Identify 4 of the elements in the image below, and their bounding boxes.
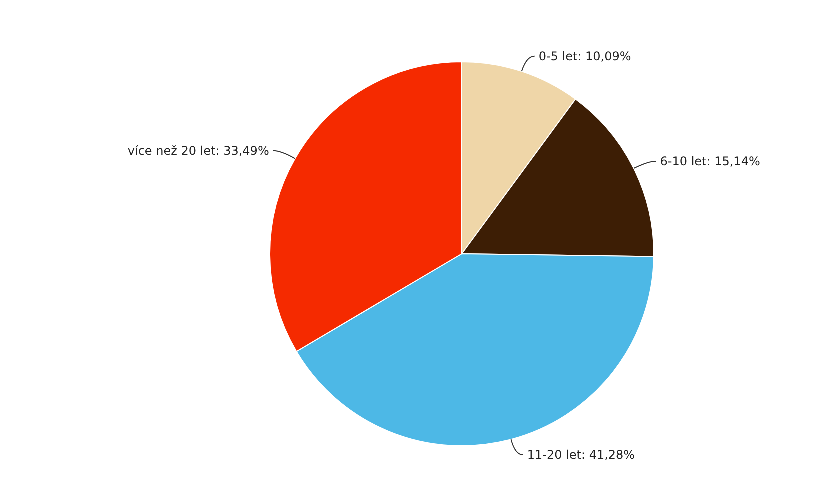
slice-label: 6-10 let: 15,14% [660,154,760,168]
slice-label: 0-5 let: 10,09% [538,49,632,64]
slice-label: 11-20 let: 41,28% [527,448,636,462]
slice-label: více než 20 let: 33,49% [128,144,270,158]
